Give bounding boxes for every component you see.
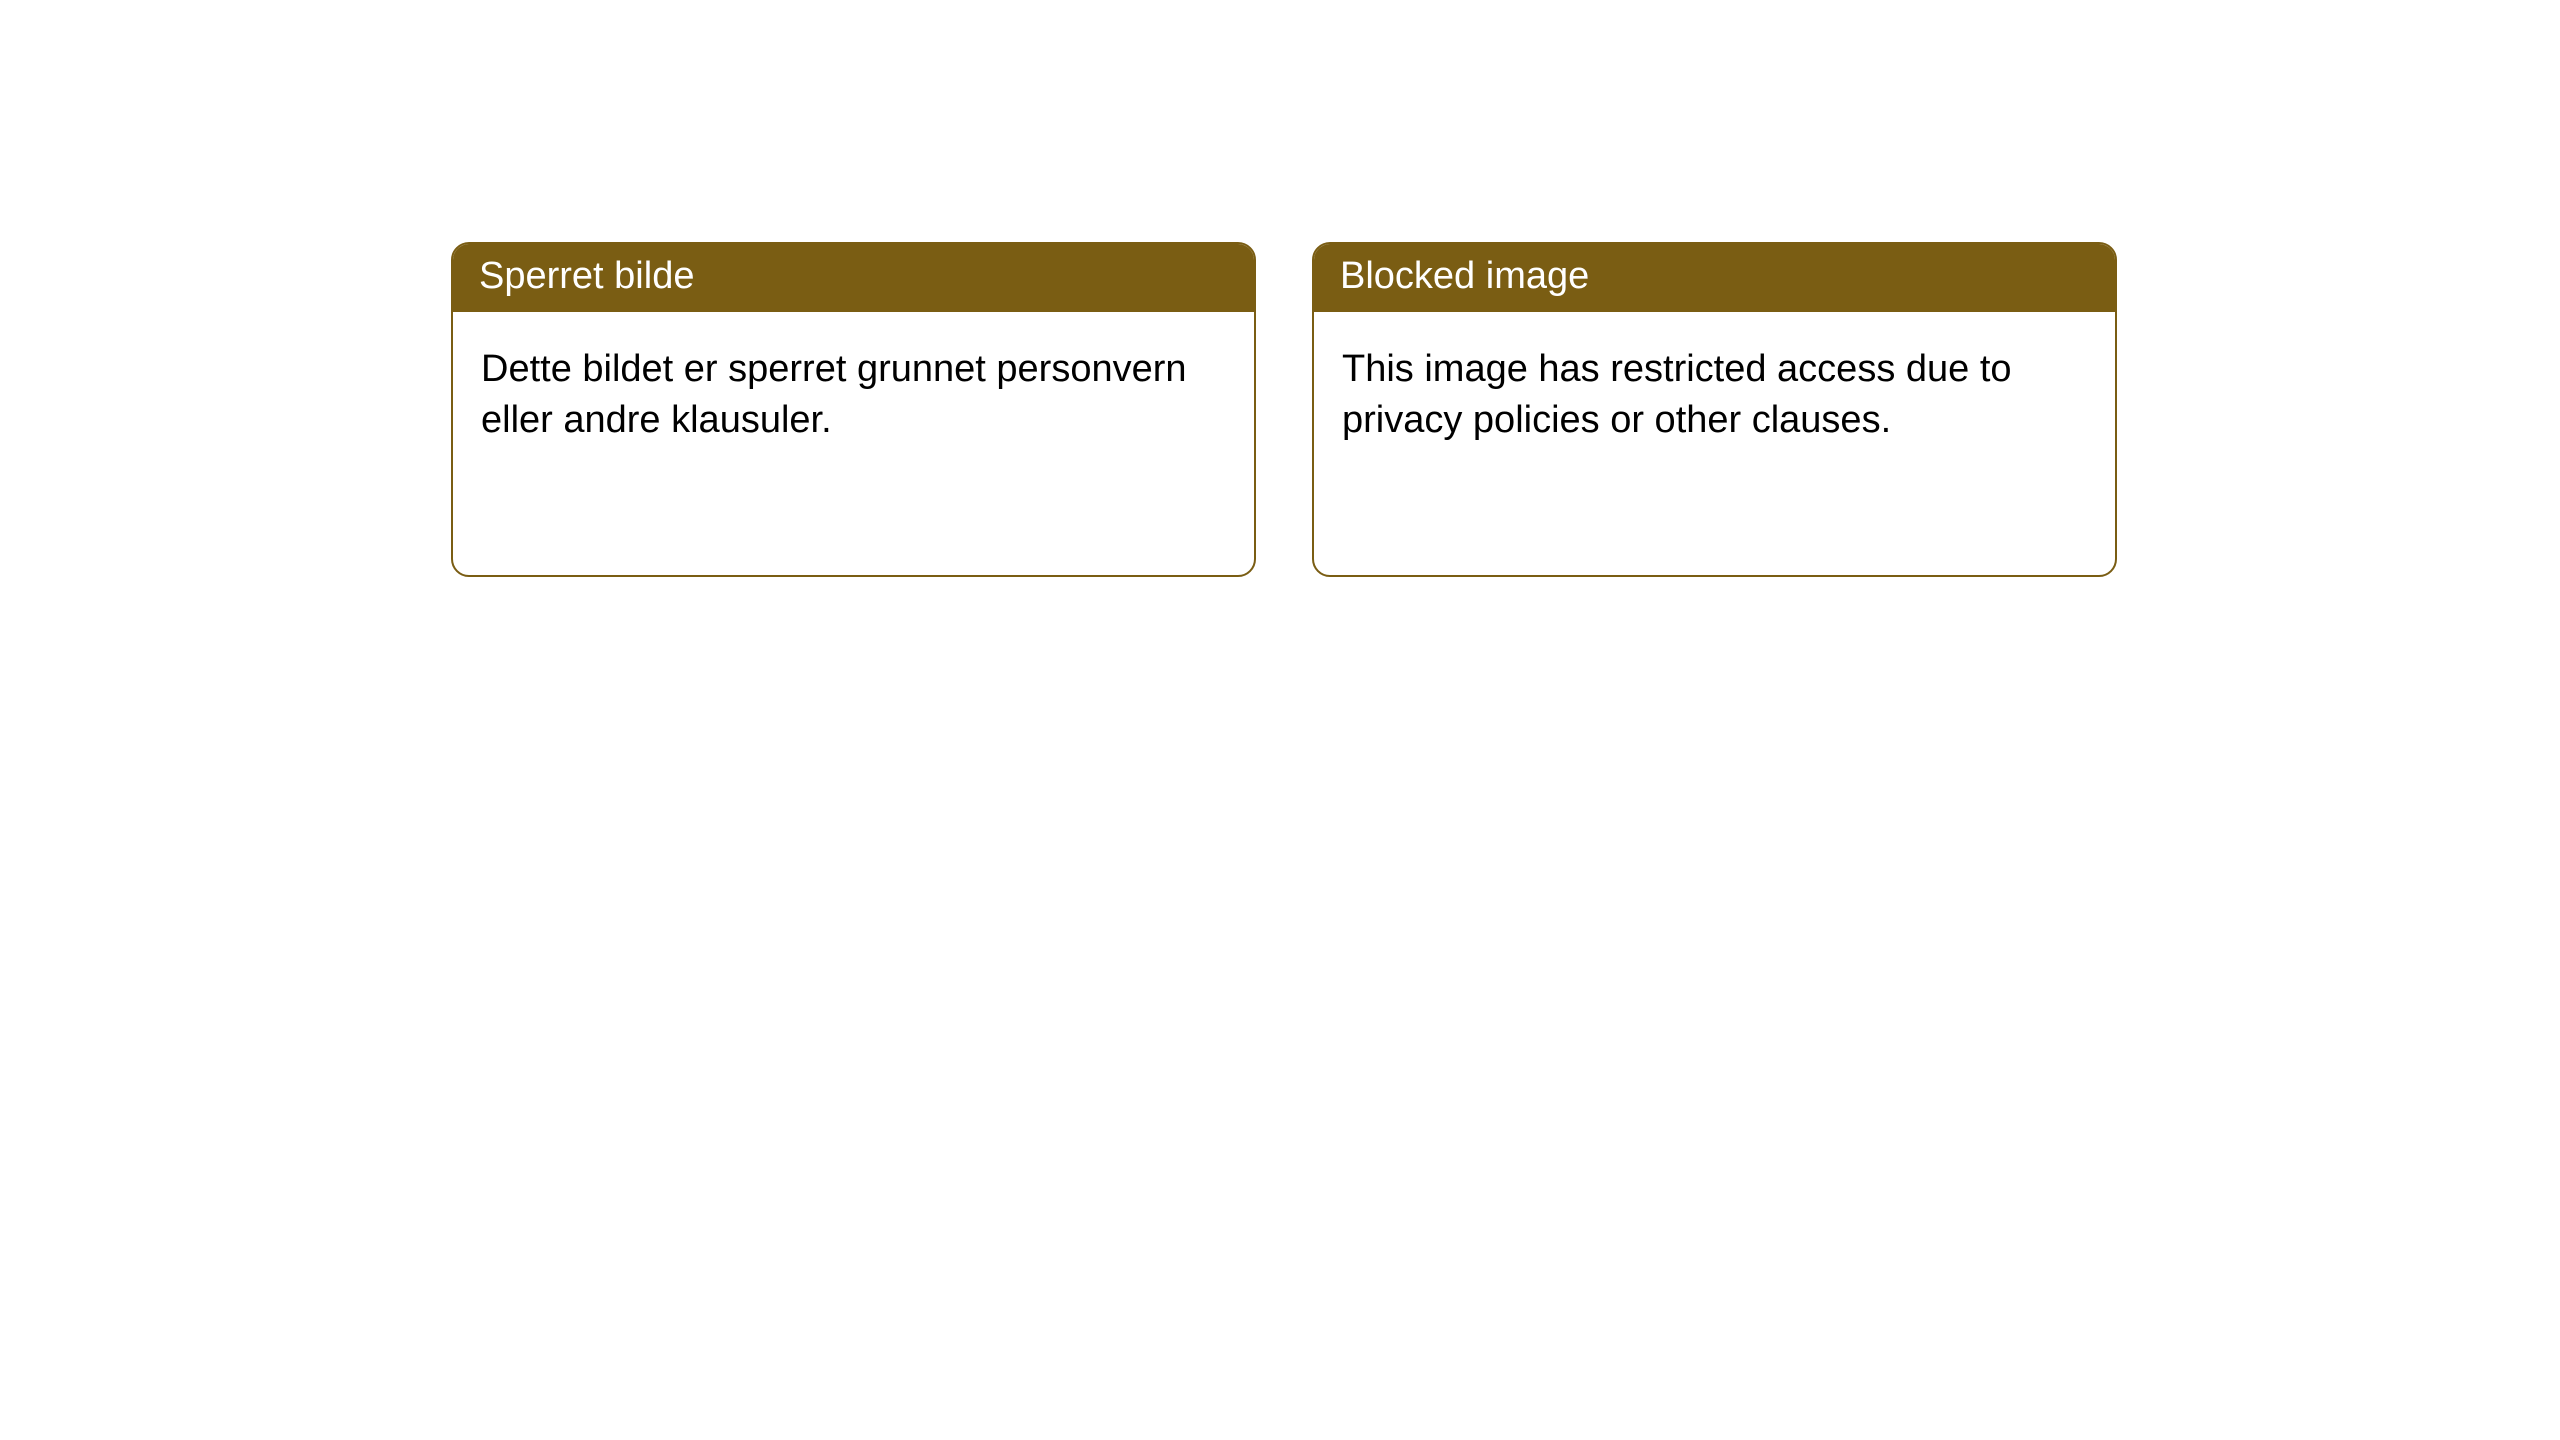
card-body-no: Dette bildet er sperret grunnet personve… (453, 312, 1254, 479)
card-body-en: This image has restricted access due to … (1314, 312, 2115, 479)
card-header-no: Sperret bilde (453, 244, 1254, 312)
blocked-image-card-no: Sperret bilde Dette bildet er sperret gr… (451, 242, 1256, 577)
notice-cards-row: Sperret bilde Dette bildet er sperret gr… (0, 0, 2560, 577)
card-header-en: Blocked image (1314, 244, 2115, 312)
blocked-image-card-en: Blocked image This image has restricted … (1312, 242, 2117, 577)
